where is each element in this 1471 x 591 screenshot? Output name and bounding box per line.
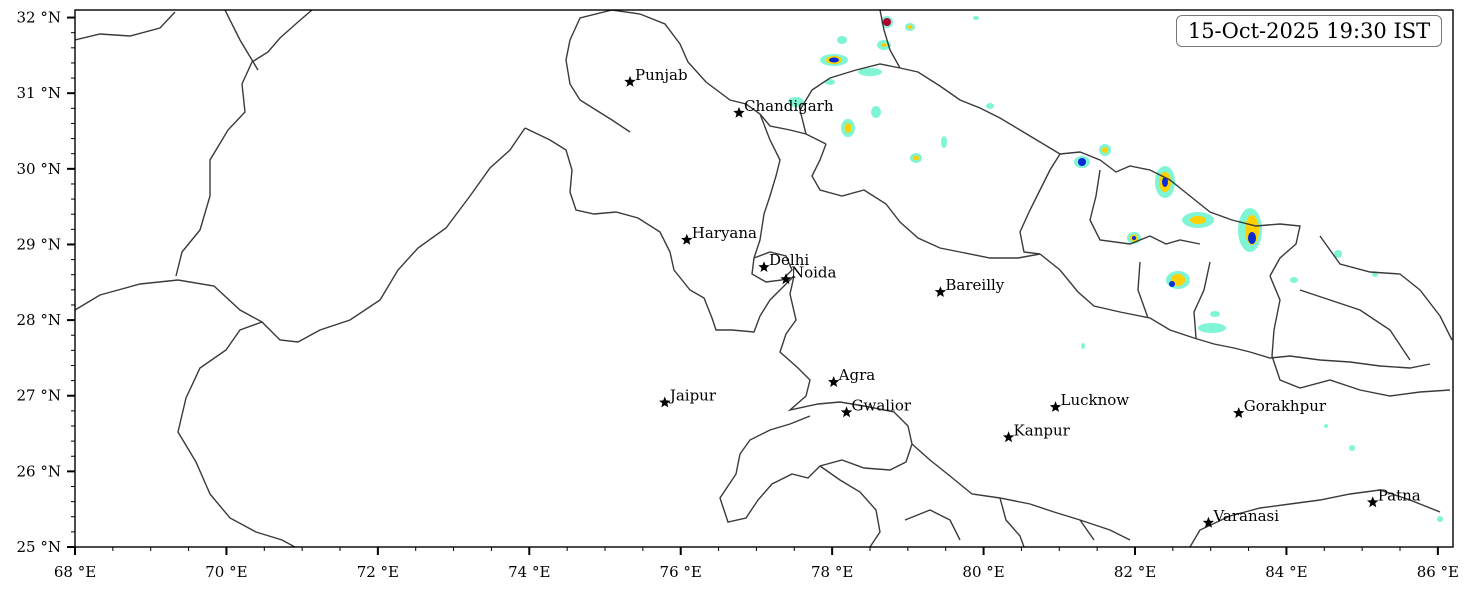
city-star-marker xyxy=(1367,496,1379,508)
x-tick-label: 82 °E xyxy=(1114,563,1156,581)
y-tick-label: 28 °N xyxy=(17,311,61,329)
city-star-marker xyxy=(828,376,840,387)
city-label: Varanasi xyxy=(1212,507,1279,525)
x-tick-label: 76 °E xyxy=(660,563,702,581)
x-tick-label: 86 °E xyxy=(1417,563,1459,581)
city-label: Delhi xyxy=(769,251,809,269)
axis-ticks xyxy=(67,16,1439,555)
city-label: Patna xyxy=(1378,486,1421,504)
city-label: Chandigarh xyxy=(744,97,834,115)
city-label: Agra xyxy=(838,366,876,384)
city-label: Lucknow xyxy=(1061,391,1130,409)
city-star-marker xyxy=(659,396,671,408)
city-label: Punjab xyxy=(635,66,688,84)
y-tick-label: 26 °N xyxy=(17,462,61,480)
precipitation-overlay xyxy=(788,16,1443,522)
city-star-marker xyxy=(840,406,853,418)
x-tick-label: 68 °E xyxy=(54,563,96,581)
city-star-marker xyxy=(934,286,947,297)
city-label: Noida xyxy=(791,263,837,281)
y-tick-label: 32 °N xyxy=(17,9,61,27)
city-star-marker xyxy=(1049,401,1062,412)
city-star-marker xyxy=(1233,407,1245,418)
x-tick-label: 80 °E xyxy=(962,563,1004,581)
x-tick-label: 70 °E xyxy=(205,563,247,581)
state-boundaries xyxy=(75,10,1453,547)
y-tick-label: 30 °N xyxy=(17,160,61,178)
city-label: Gorakhpur xyxy=(1244,397,1327,415)
city-star-marker xyxy=(1202,516,1215,528)
axis-tick-labels: 68 °E 70 °E 72 °E 74 °E 76 °E 78 °E 80 °E 82 °E… xyxy=(17,9,1459,581)
y-tick-label: 31 °N xyxy=(17,84,61,102)
x-tick-label: 74 °E xyxy=(508,563,550,581)
plot-frame xyxy=(74,9,1454,548)
city-label: Kanpur xyxy=(1014,421,1071,439)
city-star-marker xyxy=(681,233,693,245)
city-star-marker xyxy=(733,106,745,118)
city-star-marker xyxy=(1002,431,1015,443)
x-tick-label: 78 °E xyxy=(811,563,853,581)
x-tick-label: 72 °E xyxy=(357,563,399,581)
x-tick-label: 84 °E xyxy=(1265,563,1307,581)
y-tick-label: 27 °N xyxy=(17,387,61,405)
city-label: Jaipur xyxy=(668,387,717,405)
city-star-marker xyxy=(780,273,792,285)
y-tick-label: 25 °N xyxy=(17,538,61,556)
y-tick-label: 29 °N xyxy=(17,235,61,253)
timestamp-label: 15-Oct-2025 19:30 IST xyxy=(1176,15,1442,47)
city-star-marker xyxy=(758,261,770,272)
city-label: Gwalior xyxy=(852,396,912,414)
city-label: Haryana xyxy=(692,224,757,242)
city-label: Bareilly xyxy=(945,276,1004,294)
city-star-marker xyxy=(624,75,636,87)
